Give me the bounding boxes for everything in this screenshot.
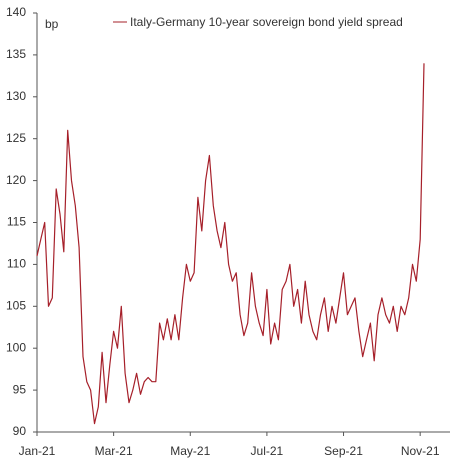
y-tick-label: 110 [7, 257, 26, 271]
y-tick-label: 90 [13, 424, 27, 438]
x-tick-label: Nov-21 [401, 444, 440, 458]
y-tick-label: 120 [6, 173, 26, 187]
y-tick-label: 95 [13, 382, 27, 396]
y-axis-label: bp [45, 17, 59, 31]
x-tick-label: Jan-21 [19, 444, 56, 458]
x-tick-label: Mar-21 [95, 444, 133, 458]
y-tick-label: 130 [6, 89, 26, 103]
y-tick-label: 135 [6, 47, 26, 61]
x-tick-label: Jul-21 [251, 444, 284, 458]
y-tick-label: 100 [6, 340, 26, 354]
y-tick-label: 140 [6, 5, 26, 19]
y-tick-label: 125 [6, 131, 26, 145]
line-series [36, 63, 425, 425]
legend-label: Italy-Germany 10-year sovereign bond yie… [130, 15, 403, 29]
y-tick-label: 105 [6, 298, 26, 312]
x-tick-label: May-21 [170, 444, 210, 458]
x-tick-label: Sep-21 [324, 444, 363, 458]
y-tick-label: 115 [7, 215, 26, 229]
